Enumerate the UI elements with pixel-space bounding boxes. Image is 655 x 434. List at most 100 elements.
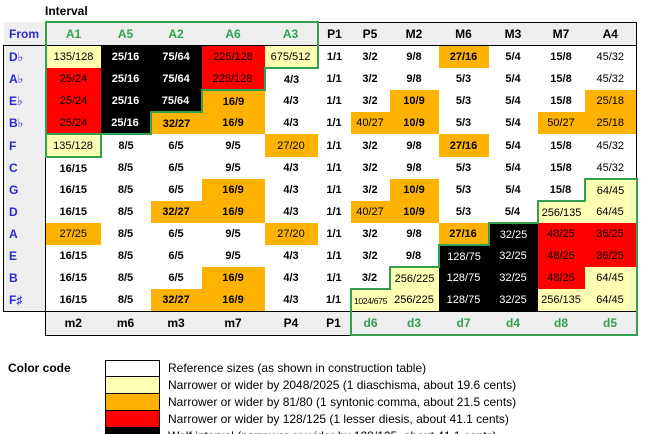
ratio-cell: 6/5 — [150, 157, 202, 179]
ratio-cell: 4/3 — [264, 245, 318, 267]
ratio-cell: 10/9 — [389, 201, 439, 223]
ratio-cell: 5/3 — [438, 90, 489, 112]
ratio-cell: 1/1 — [317, 68, 351, 90]
ratio-cell: 5/3 — [438, 201, 489, 223]
ratio-cell: 3/2 — [350, 245, 390, 267]
ratio-cell: 3/2 — [350, 267, 390, 289]
ratio-cell: 8/5 — [100, 201, 151, 223]
ratio-cell: 128/75 — [438, 289, 489, 312]
ratio-cell: 8/5 — [100, 245, 151, 267]
ratio-cell: 27/20 — [264, 223, 318, 245]
ratio-cell: 4/3 — [264, 201, 318, 223]
ratio-cell: 16/9 — [201, 112, 265, 134]
ratio-cell: 3/2 — [350, 134, 390, 157]
interval-header-a1: A1 — [44, 21, 101, 46]
legend-item-text: Narrower or wider by 81/80 (1 syntonic c… — [168, 395, 517, 409]
legend-item: Narrower or wider by 81/80 (1 syntonic c… — [105, 393, 517, 411]
ratio-cell: 3/2 — [350, 157, 390, 179]
ratio-cell: 45/32 — [584, 45, 637, 68]
ratio-cell: 16/9 — [201, 267, 265, 289]
ratio-cell: 5/4 — [488, 134, 538, 157]
ratio-cell: 3/2 — [350, 68, 390, 90]
footer-label-d7: d7 — [438, 311, 489, 336]
interval-header-a5: A5 — [100, 21, 151, 46]
legend-swatch-pale-yellow — [105, 376, 160, 394]
ratio-cell: 16/15 — [45, 267, 101, 289]
table-row: A 27/25 8/5 6/5 9/5 27/20 1/1 3/2 9/8 27/16 32/25 4… — [3, 222, 638, 245]
ratio-cell: 15/8 — [537, 179, 585, 201]
legend-item: Narrower or wider by 128/125 (1 lesser d… — [105, 410, 516, 428]
ratio-cell: 3/2 — [350, 223, 390, 245]
footer-label-m7: m7 — [201, 311, 265, 336]
ratio-cell: 25/18 — [584, 90, 637, 112]
note-label: B — [3, 267, 46, 289]
ratio-cell: 5/3 — [438, 179, 489, 201]
ratio-cell: 1/1 — [317, 45, 351, 68]
ratio-cell: 16/9 — [201, 201, 265, 223]
interval-header-m2: M2 — [389, 21, 439, 46]
ratio-cell: 25/16 — [100, 45, 151, 68]
ratio-cell: 8/5 — [100, 134, 151, 157]
ratio-cell: 1/1 — [317, 201, 351, 223]
ratio-cell: 32/25 — [487, 222, 538, 245]
ratio-cell: 9/8 — [389, 245, 439, 267]
interval-header-a4: A4 — [584, 21, 637, 46]
note-label: F♯ — [3, 289, 46, 312]
ratio-cell: 15/8 — [537, 90, 585, 112]
legend-swatch-black — [105, 427, 160, 434]
ratio-cell: 9/8 — [389, 223, 439, 245]
footer-label-p1: P1 — [317, 311, 351, 336]
note-label: D — [3, 201, 46, 223]
ratio-cell: 25/16 — [100, 90, 151, 112]
note-label: D♭ — [3, 45, 46, 68]
ratio-cell: 45/32 — [584, 157, 637, 179]
table-row: A♭ 25/24 25/16 75/64 225/128 4/3 1/1 3/2 9/8 5/3 5… — [3, 68, 637, 91]
legend-item: Narrower or wider by 2048/2025 (1 diasch… — [105, 376, 516, 394]
ratio-cell: 32/27 — [150, 201, 202, 223]
ratio-cell: 6/5 — [150, 245, 202, 267]
ratio-cell: 8/5 — [100, 267, 151, 289]
ratio-cell: 4/3 — [264, 179, 318, 201]
ratio-cell: 16/15 — [45, 157, 101, 179]
interval-header-m3: M3 — [488, 21, 538, 46]
table-row: C 16/15 8/5 6/5 9/5 4/3 1/1 3/2 9/8 5/3 5/4 15/8 45/… — [3, 157, 637, 179]
ratio-cell: 1024/675 — [349, 288, 390, 312]
table-row: B 16/15 8/5 6/5 16/9 4/3 1/1 3/2 256/225 128/75 32… — [3, 266, 638, 289]
ratio-cell: 1/1 — [317, 245, 351, 267]
ratio-cell: 16/15 — [45, 179, 101, 201]
footer-label-d5: d5 — [584, 311, 638, 336]
interval-header-p1: P1 — [317, 21, 351, 46]
ratio-cell: 25/16 — [100, 68, 151, 90]
ratio-cell: 128/75 — [437, 244, 489, 267]
ratio-cell: 27/20 — [264, 134, 318, 157]
ratio-cell: 40/27 — [350, 112, 390, 134]
interval-header-row: From A1 A5 A2 A6 A3 P1 P5 M2 M6 M3 M7 A4 — [3, 21, 637, 46]
ratio-cell: 5/3 — [438, 157, 489, 179]
from-header: From — [3, 22, 46, 46]
ratio-cell: 15/8 — [537, 157, 585, 179]
ratio-cell: 5/4 — [488, 45, 538, 68]
interval-header-p5: P5 — [350, 21, 390, 46]
ratio-cell: 8/5 — [100, 179, 151, 201]
legend-item: Reference sizes (as shown in constructio… — [105, 360, 516, 377]
ratio-cell: 5/3 — [438, 112, 489, 134]
table-row: F 135/128 8/5 6/5 9/5 27/20 1/1 3/2 9/8 27/16 5/4 1… — [3, 133, 637, 158]
legend-item-text: Wolf interval (narrower or wider by 128/… — [168, 428, 497, 434]
ratio-cell: 9/8 — [389, 134, 439, 157]
ratio-cell: 1/1 — [317, 157, 351, 179]
note-label: A♭ — [3, 68, 46, 90]
ratio-cell: 25/16 — [100, 112, 152, 135]
interval-header-a6: A6 — [201, 21, 265, 46]
ratio-cell: 6/5 — [150, 134, 202, 157]
ratio-cell: 1/1 — [317, 223, 351, 245]
footer-label-m2: m2 — [45, 311, 101, 336]
ratio-cell: 40/27 — [350, 201, 390, 223]
ratio-cell: 9/5 — [201, 245, 265, 267]
ratio-cell: 32/27 — [150, 289, 202, 312]
ratio-cell: 45/32 — [584, 68, 637, 90]
ratio-cell: 48/25 — [537, 267, 585, 289]
ratio-cell: 64/45 — [583, 178, 638, 201]
ratio-cell: 4/3 — [264, 112, 318, 134]
ratio-cell: 25/24 — [44, 68, 101, 90]
interval-table: From A1 A5 A2 A6 A3 P1 P5 M2 M6 M3 M7 A4 D♭ 135/128 25… — [3, 21, 638, 336]
